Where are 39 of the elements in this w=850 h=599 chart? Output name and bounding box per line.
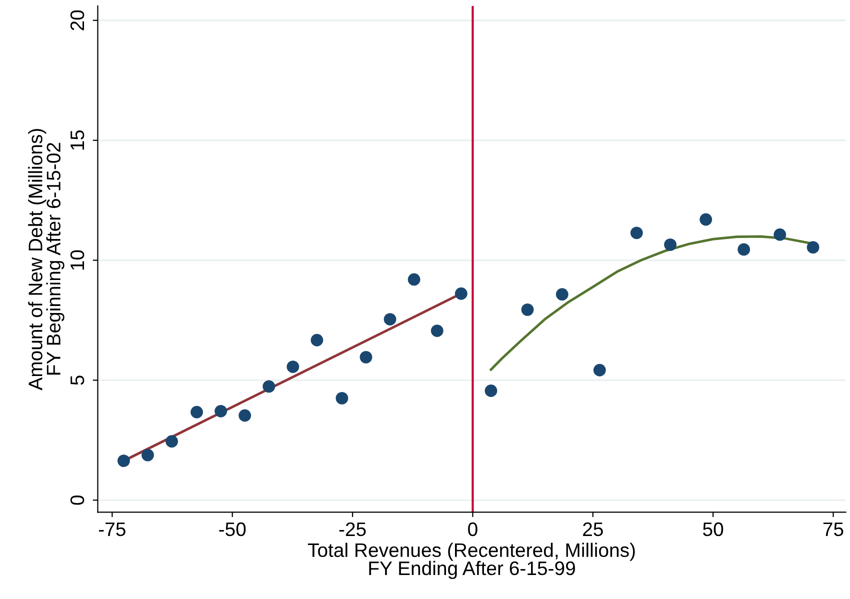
point [738, 243, 750, 256]
point [806, 241, 820, 254]
y-tick-label: 10 [70, 250, 84, 270]
point [238, 409, 252, 422]
point [336, 392, 348, 404]
x-tick-label: 75 [823, 522, 844, 536]
point [484, 384, 498, 397]
point [142, 448, 154, 462]
point [286, 360, 300, 373]
point [384, 313, 396, 326]
x-tick-label: -25 [339, 522, 366, 536]
point [556, 288, 568, 301]
x-tick-label: 0 [468, 522, 478, 536]
y-tick-label: 5 [70, 376, 84, 385]
point [408, 273, 420, 286]
y-axis-title: Amount of New Debt (Millions) FY Beginning After 6-15-02 [28, 128, 64, 390]
point [430, 324, 444, 338]
point [360, 350, 372, 364]
point [310, 334, 324, 346]
x-tick-label: 50 [703, 522, 724, 536]
y-tick-label: 20 [70, 10, 84, 30]
x-tick-label: 25 [583, 522, 603, 536]
point [700, 213, 712, 226]
point [593, 364, 606, 376]
y-tick-label: 15 [70, 130, 84, 150]
point [521, 303, 534, 316]
point [774, 228, 786, 241]
point [118, 454, 130, 468]
point [166, 435, 178, 448]
x-tick-label: -50 [219, 522, 246, 536]
point [630, 226, 643, 240]
x-axis-title: Total Revenues (Recentered, Millions) FY Ending After 6-15-99 [308, 542, 635, 580]
point [262, 380, 276, 393]
point [214, 404, 228, 418]
point [454, 287, 468, 300]
point [664, 238, 676, 251]
point [190, 406, 203, 418]
y-tick-label: 0 [70, 496, 84, 505]
x-tick-label: -75 [98, 522, 126, 536]
